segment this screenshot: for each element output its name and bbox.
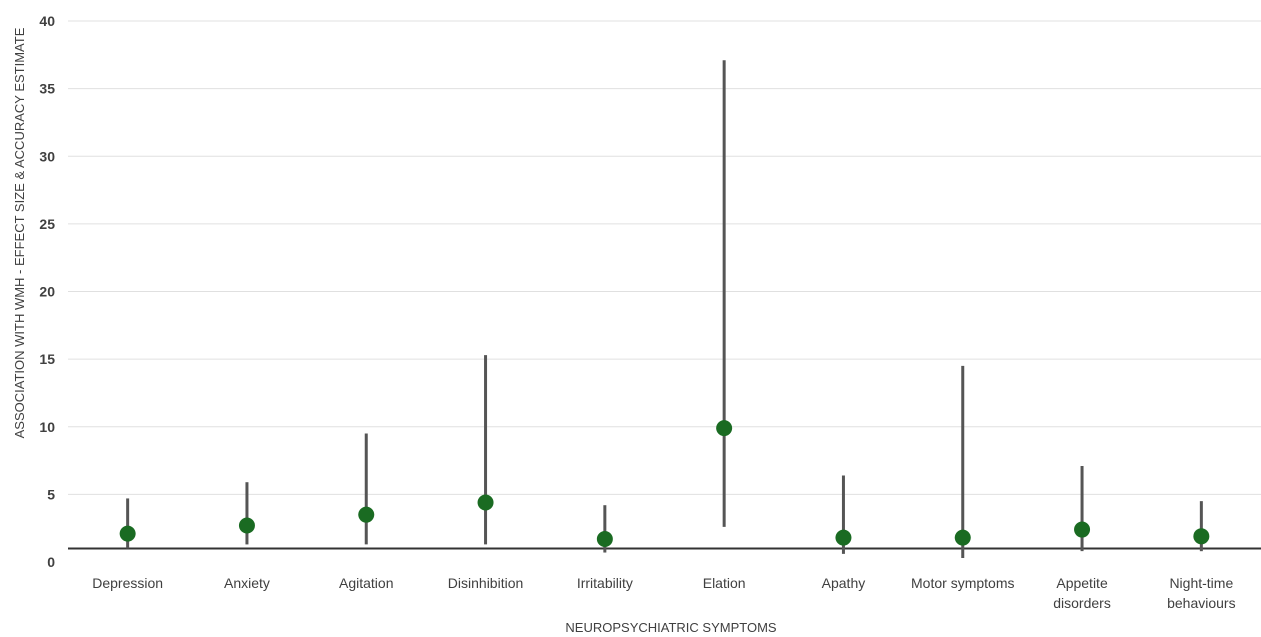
y-tick-label: 40 — [39, 13, 55, 29]
y-axis-title: ASSOCIATION WITH WMH - EFFECT SIZE & ACC… — [12, 27, 27, 438]
estimate-point — [238, 517, 255, 534]
x-tick-label: Appetite disorders — [1053, 575, 1111, 611]
y-tick-label: 15 — [39, 351, 55, 367]
x-tick-label: Agitation — [339, 575, 393, 591]
y-tick-label: 35 — [39, 81, 55, 97]
estimate-point — [1193, 528, 1210, 545]
estimate-point — [716, 420, 733, 437]
x-tick-label: Apathy — [822, 575, 866, 591]
x-axis-ticks: Depression Anxiety Agitation Disinhibition I… — [92, 575, 1235, 611]
estimate-point — [954, 529, 971, 546]
estimate-points — [119, 420, 1210, 548]
estimate-point — [596, 531, 613, 548]
x-tick-label: Elation — [703, 575, 746, 591]
y-tick-label: 30 — [39, 148, 55, 164]
x-tick-label: Depression — [92, 575, 163, 591]
y-tick-label: 0 — [47, 554, 55, 570]
x-tick-label: Motor symptoms — [911, 575, 1014, 591]
x-axis-title: NEUROPSYCHIATRIC SYMPTOMS — [565, 620, 776, 635]
estimate-point — [1074, 521, 1091, 538]
x-tick-label: Night-time behaviours — [1167, 575, 1236, 611]
y-tick-label: 20 — [39, 284, 55, 300]
gridlines — [68, 20, 1261, 495]
estimate-point — [119, 525, 136, 542]
estimate-point — [835, 529, 852, 546]
y-axis-ticks: 0 5 10 15 20 25 30 35 40 — [39, 13, 55, 570]
y-tick-label: 25 — [39, 216, 55, 232]
y-tick-label: 5 — [47, 486, 55, 502]
estimate-point — [477, 494, 494, 511]
x-tick-label: Irritability — [577, 575, 633, 591]
x-tick-label: Anxiety — [224, 575, 270, 591]
error-bars — [126, 60, 1203, 558]
x-tick-label: Disinhibition — [448, 575, 523, 591]
estimate-point — [358, 506, 375, 523]
y-tick-label: 10 — [39, 419, 55, 435]
